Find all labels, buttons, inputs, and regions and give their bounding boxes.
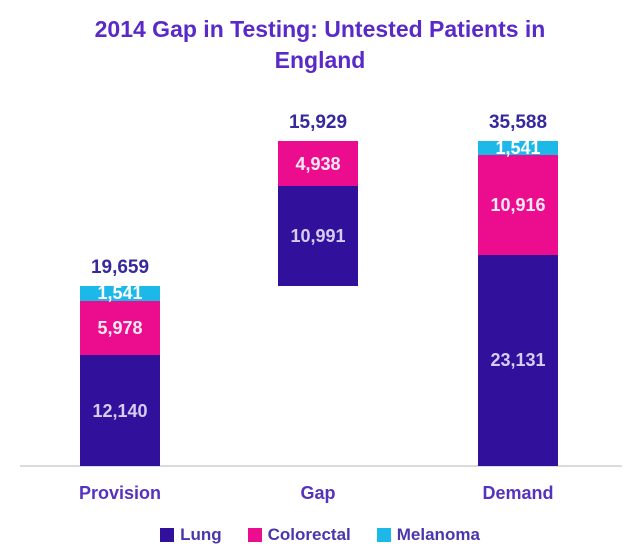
- legend-label-colorectal: Colorectal: [267, 525, 351, 544]
- segment-value-label: 1,541: [97, 283, 143, 304]
- legend-swatch-lung: [160, 527, 175, 542]
- segment-colorectal-gap: 4,938: [278, 141, 358, 187]
- chart-title-line-2: England: [274, 47, 366, 73]
- legend: Lung Colorectal Melanoma: [0, 526, 640, 543]
- category-label-provision: Provision: [78, 483, 162, 503]
- legend-item-colorectal: Colorectal: [247, 525, 351, 544]
- x-axis-baseline: [20, 465, 622, 467]
- total-label-provision: 19,659: [90, 257, 150, 279]
- segment-lung-gap: 10,991: [278, 186, 358, 287]
- legend-label-melanoma: Melanoma: [396, 525, 480, 544]
- legend-label-lung: Lung: [180, 525, 222, 544]
- segment-value-label: 4,938: [295, 153, 341, 174]
- legend-item-lung: Lung: [160, 526, 222, 543]
- segment-colorectal-provision: 5,978: [80, 300, 160, 356]
- category-label-gap: Gap: [300, 483, 336, 503]
- chart-title-line-1: 2014 Gap in Testing: Untested Patients i…: [94, 16, 546, 42]
- segment-value-label: 10,916: [490, 194, 546, 215]
- segment-value-label: 12,140: [92, 400, 148, 421]
- segment-melanoma-provision: 1,541: [80, 283, 160, 304]
- segment-lung-provision: 12,140: [80, 355, 160, 466]
- segment-value-label: 5,978: [97, 317, 143, 338]
- segment-value-label: 23,131: [490, 350, 546, 371]
- segment-melanoma-demand: 1,541: [478, 138, 558, 159]
- chart-title: 2014 Gap in Testing: Untested Patients i…: [0, 14, 640, 76]
- segment-value-label: 1,541: [495, 138, 541, 159]
- legend-swatch-colorectal: [247, 527, 262, 542]
- total-label-demand: 35,588: [488, 112, 548, 133]
- legend-swatch-melanoma: [376, 527, 391, 542]
- total-label-gap: 15,929: [288, 112, 348, 133]
- category-label-demand: Demand: [482, 483, 554, 503]
- legend-item-melanoma: Melanoma: [376, 525, 480, 544]
- segment-value-label: 10,991: [290, 226, 346, 247]
- segment-lung-demand: 23,131: [478, 254, 558, 466]
- segment-colorectal-demand: 10,916: [478, 155, 558, 255]
